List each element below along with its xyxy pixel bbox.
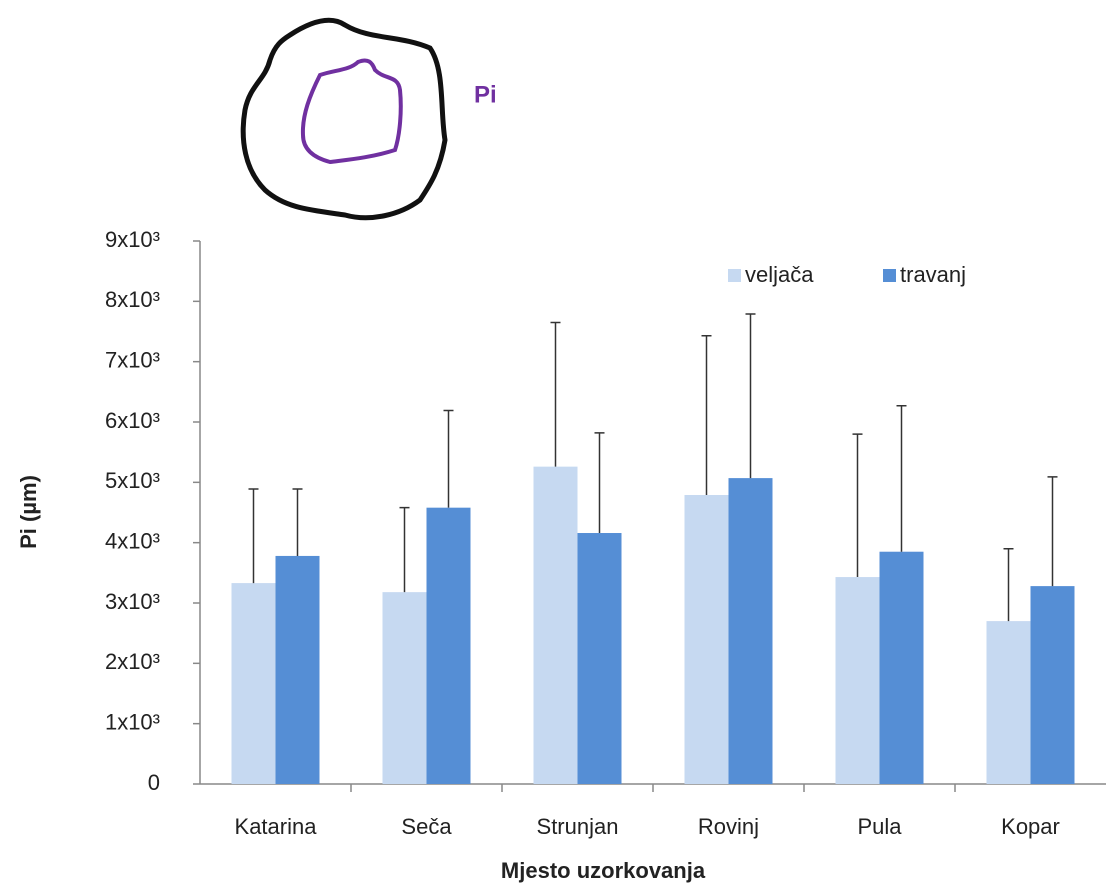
x-tick-label: Kopar [1001, 814, 1060, 839]
bar [231, 583, 276, 784]
error-bar [745, 313, 756, 479]
x-tick-label: Pula [857, 814, 902, 839]
y-tick-label: 3x10³ [105, 589, 160, 614]
legend-label: veljača [745, 262, 814, 287]
y-tick-label: 8x10³ [105, 287, 160, 312]
y-tick-label: 2x10³ [105, 649, 160, 674]
y-tick-label: 6x10³ [105, 408, 160, 433]
bar [684, 495, 729, 784]
inner-outline [300, 58, 403, 165]
bar [426, 507, 471, 784]
x-tick-label: Rovinj [698, 814, 759, 839]
y-tick-label: 9x10³ [105, 227, 160, 252]
y-tick-label: 7x10³ [105, 347, 160, 372]
cell-diagram [240, 17, 448, 221]
error-bar [399, 506, 410, 593]
error-bar [248, 488, 259, 584]
bar [986, 621, 1031, 784]
error-bar [443, 409, 454, 508]
bar [382, 592, 427, 784]
bar [879, 551, 924, 784]
error-bar [701, 334, 712, 496]
bar [728, 478, 773, 784]
bar [835, 577, 880, 784]
annotation: Pi [474, 81, 497, 108]
x-axis-label: Mjesto uzorkovanja [501, 858, 706, 883]
error-bar [594, 432, 605, 534]
error-bar [292, 488, 303, 556]
outer-outline [240, 17, 448, 221]
x-tick-label: Seča [401, 814, 452, 839]
error-bar [852, 433, 863, 578]
bar [577, 533, 622, 784]
error-bar [896, 404, 907, 552]
y-axis-label: Pi (µm) [16, 475, 41, 549]
y-tick-label: 0 [148, 770, 160, 795]
bar [533, 466, 578, 784]
y-tick-label: 4x10³ [105, 528, 160, 553]
y-tick-label: 5x10³ [105, 468, 160, 493]
error-bar [550, 321, 561, 467]
error-bar [1003, 547, 1014, 622]
error-bar [1047, 476, 1058, 587]
y-tick-label: 1x10³ [105, 709, 160, 734]
x-tick-label: Strunjan [537, 814, 619, 839]
bar [1030, 586, 1075, 784]
bar [275, 555, 320, 784]
x-tick-label: Katarina [235, 814, 318, 839]
legend-label: travanj [900, 262, 966, 287]
legend-swatch [883, 269, 896, 282]
legend-swatch [728, 269, 741, 282]
